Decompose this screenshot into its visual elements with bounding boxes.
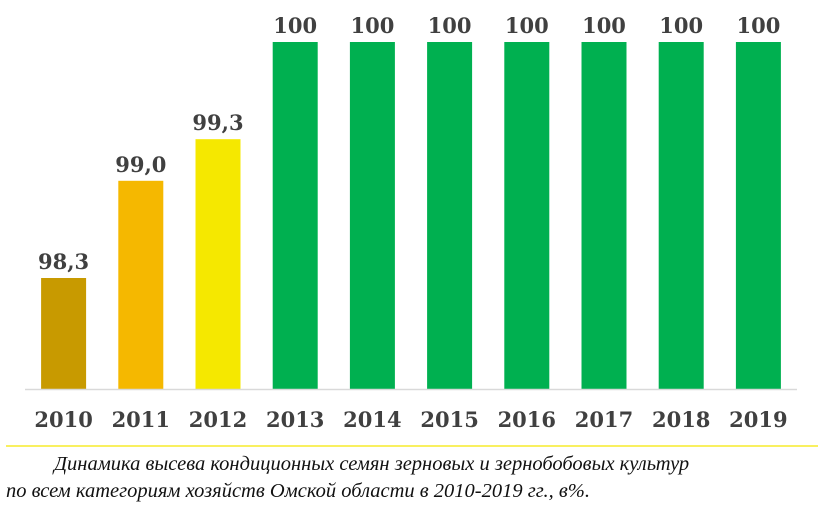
value-label-2019: 100 — [736, 13, 780, 38]
x-tick-label-2016: 2016 — [498, 407, 556, 432]
bar-2010 — [41, 278, 87, 389]
bar-2019 — [735, 42, 781, 389]
bar-2011 — [118, 180, 164, 389]
value-label-2013: 100 — [273, 13, 317, 38]
value-label-2015: 100 — [428, 13, 472, 38]
value-label-2012: 99,3 — [192, 110, 243, 135]
bars-group — [41, 42, 781, 389]
value-label-2010: 98,3 — [38, 249, 89, 274]
bar-2014 — [349, 42, 395, 389]
x-tick-label-2011: 2011 — [112, 407, 170, 432]
caption-line-1: Динамика высева кондиционных семян зерно… — [54, 453, 690, 475]
bar-2013 — [272, 42, 318, 389]
value-label-2017: 100 — [582, 13, 626, 38]
x-tick-label-2014: 2014 — [343, 407, 401, 432]
x-tick-label-2019: 2019 — [729, 407, 787, 432]
bar-2012 — [195, 139, 241, 389]
x-tick-label-2018: 2018 — [652, 407, 710, 432]
chart-caption: Динамика высева кондиционных семян зерно… — [6, 451, 820, 505]
bar-2017 — [581, 42, 627, 389]
bar-2018 — [658, 42, 704, 389]
value-label-2018: 100 — [659, 13, 703, 38]
x-tick-label-2015: 2015 — [420, 407, 478, 432]
value-label-2011: 99,0 — [115, 152, 166, 177]
caption-line-2: по всем категориям хозяйств Омской облас… — [6, 480, 590, 502]
bar-2015 — [427, 42, 473, 389]
x-tick-labels-group: 2010 2011 2012 2013 2014 2015 2016 2017 2018 2019 — [34, 407, 787, 432]
x-tick-label-2012: 2012 — [189, 407, 247, 432]
value-label-2016: 100 — [505, 13, 549, 38]
x-tick-label-2010: 2010 — [34, 407, 92, 432]
value-labels-group: 98,3 99,0 99,3 100 100 100 100 100 100 100 — [38, 13, 780, 274]
value-label-2014: 100 — [350, 13, 394, 38]
bar-2016 — [504, 42, 550, 389]
x-tick-label-2013: 2013 — [266, 407, 324, 432]
x-tick-label-2017: 2017 — [575, 407, 633, 432]
